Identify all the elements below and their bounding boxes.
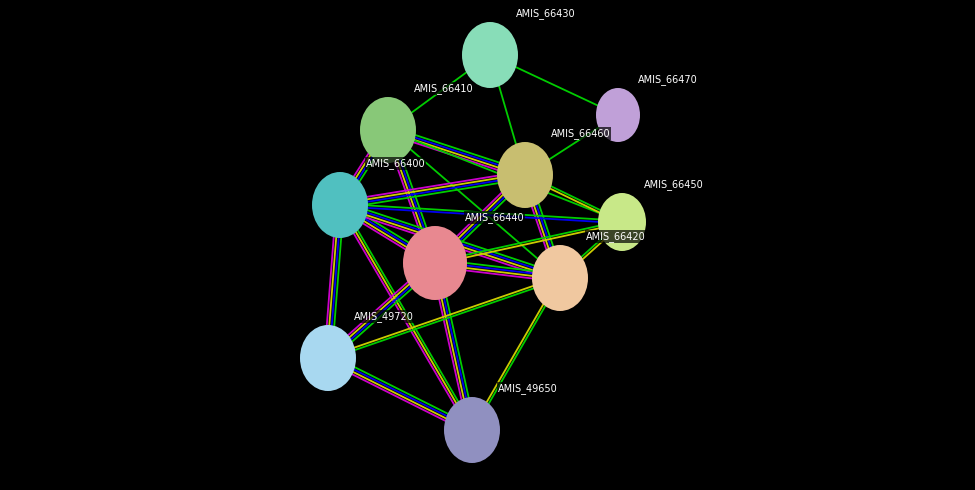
Ellipse shape <box>300 325 356 391</box>
Ellipse shape <box>312 172 368 238</box>
Text: AMIS_66470: AMIS_66470 <box>638 74 698 85</box>
Ellipse shape <box>598 193 646 251</box>
Ellipse shape <box>532 245 588 311</box>
Text: AMIS_66440: AMIS_66440 <box>465 212 525 223</box>
Text: AMIS_66430: AMIS_66430 <box>516 8 575 19</box>
Ellipse shape <box>497 142 553 208</box>
Text: AMIS_49720: AMIS_49720 <box>354 311 413 322</box>
Text: AMIS_66410: AMIS_66410 <box>414 83 474 94</box>
Text: AMIS_66400: AMIS_66400 <box>366 158 426 169</box>
Text: AMIS_66450: AMIS_66450 <box>644 179 704 190</box>
Ellipse shape <box>360 97 416 163</box>
Text: AMIS_49650: AMIS_49650 <box>498 383 558 394</box>
Ellipse shape <box>596 88 640 142</box>
Ellipse shape <box>444 397 500 463</box>
Text: AMIS_66460: AMIS_66460 <box>551 128 610 139</box>
Ellipse shape <box>462 22 518 88</box>
Text: AMIS_66420: AMIS_66420 <box>586 231 645 242</box>
Ellipse shape <box>403 226 467 300</box>
